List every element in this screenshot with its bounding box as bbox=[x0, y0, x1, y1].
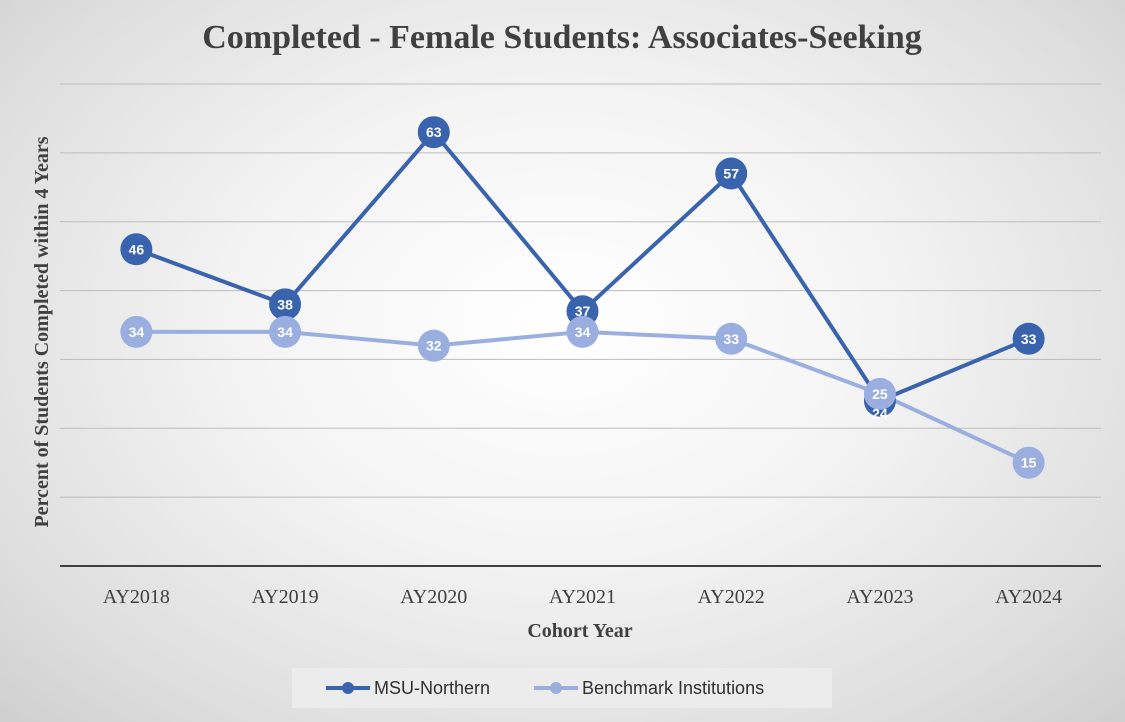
data-point bbox=[566, 315, 599, 348]
data-point bbox=[1012, 446, 1045, 479]
y-axis-title: Percent of Students Completed within 4 Y… bbox=[31, 136, 53, 527]
x-tick-label: AY2020 bbox=[400, 586, 467, 608]
data-label: 15 bbox=[1021, 455, 1037, 471]
data-label: 34 bbox=[277, 324, 293, 340]
x-tick-label: AY2019 bbox=[252, 586, 319, 608]
data-label: 33 bbox=[723, 331, 739, 347]
series-lines: 46 38 63 37 57 24 33 34 34 32 34 33 25 15 bbox=[120, 116, 1045, 479]
data-point bbox=[120, 315, 153, 348]
data-label: 57 bbox=[723, 166, 739, 182]
data-point bbox=[863, 377, 896, 410]
legend-swatch-marker bbox=[550, 682, 562, 694]
data-point bbox=[1012, 322, 1045, 355]
series-line bbox=[135, 130, 1030, 403]
x-tick-label: AY2021 bbox=[549, 586, 616, 608]
legend-label: Benchmark Institutions bbox=[582, 678, 764, 698]
legend-swatch-marker bbox=[342, 682, 354, 694]
data-point bbox=[417, 329, 450, 362]
x-tick-label: AY2023 bbox=[846, 586, 913, 608]
data-point bbox=[715, 322, 748, 355]
x-tick-labels: AY2018 AY2019 AY2020 AY2021 AY2022 AY2023 AY20… bbox=[103, 586, 1062, 608]
data-point bbox=[269, 288, 302, 321]
data-point bbox=[715, 157, 748, 190]
legend: MSU-Northern Benchmark Institutions bbox=[292, 668, 832, 708]
data-point bbox=[120, 233, 153, 266]
gridlines bbox=[60, 83, 1101, 498]
data-label: 63 bbox=[426, 124, 442, 140]
x-tick-label: AY2018 bbox=[103, 586, 170, 608]
data-point bbox=[269, 315, 302, 348]
x-tick-label: AY2024 bbox=[995, 586, 1062, 608]
legend-label: MSU-Northern bbox=[374, 678, 490, 698]
x-tick-label: AY2022 bbox=[698, 586, 765, 608]
data-label: 25 bbox=[872, 386, 888, 402]
chart-title: Completed - Female Students: Associates-… bbox=[202, 19, 922, 56]
data-label: 32 bbox=[426, 338, 442, 354]
data-label: 34 bbox=[575, 324, 591, 340]
data-point bbox=[417, 116, 450, 149]
data-label: 33 bbox=[1021, 331, 1037, 347]
legend-entries: MSU-Northern Benchmark Institutions bbox=[326, 678, 764, 698]
x-axis-title: Cohort Year bbox=[527, 620, 632, 642]
data-label: 37 bbox=[575, 303, 591, 319]
data-label: 38 bbox=[277, 296, 293, 312]
data-label: 24 bbox=[872, 406, 888, 422]
data-label: 46 bbox=[129, 241, 145, 257]
data-label: 34 bbox=[129, 324, 145, 340]
